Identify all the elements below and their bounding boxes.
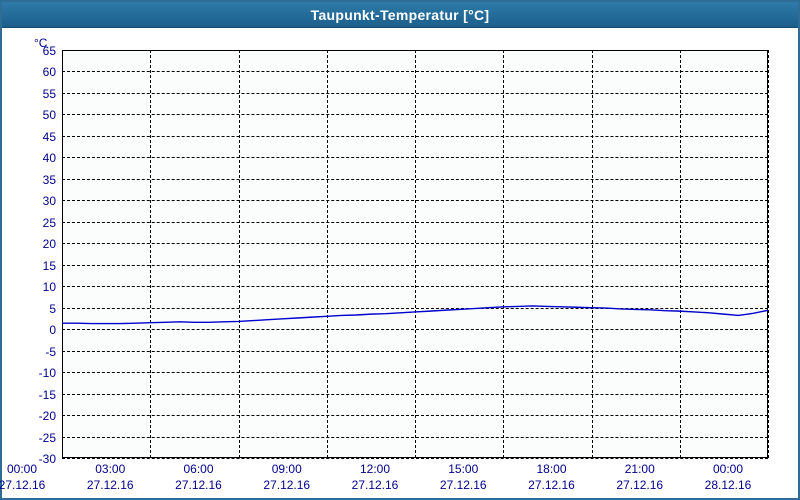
y-tick-label: 60	[43, 65, 56, 79]
y-tick-label: -10	[39, 366, 56, 380]
y-tick-label: 5	[49, 302, 56, 316]
y-tick-label: -5	[45, 345, 56, 359]
x-tick-group: 06:00 27.12.16	[159, 458, 239, 492]
x-tick-date: 27.12.16	[423, 478, 503, 492]
x-tick-group: 18:00 27.12.16	[512, 458, 592, 492]
x-tick-time: 15:00	[423, 462, 503, 476]
y-tick-label: 30	[43, 194, 56, 208]
x-tick-date: 27.12.16	[335, 478, 415, 492]
x-tick-date: 27.12.16	[512, 478, 592, 492]
x-tick-group: 00:00 27.12.16	[0, 458, 62, 492]
y-tick-label: 40	[43, 151, 56, 165]
x-tick-date: 27.12.16	[247, 478, 327, 492]
x-tick-date: 27.12.16	[600, 478, 680, 492]
x-tick-group: 09:00 27.12.16	[247, 458, 327, 492]
y-tick-label: 55	[43, 87, 56, 101]
y-tick-label: 65	[43, 44, 56, 58]
y-tick-label: 20	[43, 237, 56, 251]
y-tick-label: 0	[49, 323, 56, 337]
x-tick-date: 28.12.16	[688, 478, 768, 492]
y-tick-label: 50	[43, 108, 56, 122]
plot-wrap: °C 65 60 55 50 45 40 35	[62, 50, 768, 458]
y-tick-label: -15	[39, 388, 56, 402]
x-tick-group: 00:00 28.12.16	[688, 458, 768, 492]
x-tick-time: 03:00	[70, 462, 150, 476]
gridline-vertical	[768, 50, 769, 458]
x-tick-date: 27.12.16	[0, 478, 62, 492]
x-tick-group: 21:00 27.12.16	[600, 458, 680, 492]
x-tick-time: 09:00	[247, 462, 327, 476]
x-tick-time: 00:00	[688, 462, 768, 476]
dewpoint-line-chart[interactable]	[62, 50, 768, 458]
x-tick-date: 27.12.16	[159, 478, 239, 492]
x-tick-time: 18:00	[512, 462, 592, 476]
x-tick-time: 00:00	[0, 462, 62, 476]
y-tick-label: 10	[43, 280, 56, 294]
x-tick-group: 03:00 27.12.16	[70, 458, 150, 492]
x-tick-time: 12:00	[335, 462, 415, 476]
dewpoint-chart-widget: Taupunkt-Temperatur [°C] °C 65 60 55 50 …	[0, 0, 800, 500]
x-tick-date: 27.12.16	[70, 478, 150, 492]
y-tick-label: 25	[43, 216, 56, 230]
x-tick-group: 15:00 27.12.16	[423, 458, 503, 492]
y-tick-label: 35	[43, 173, 56, 187]
x-tick-time: 06:00	[159, 462, 239, 476]
chart-title-text: Taupunkt-Temperatur [°C]	[311, 7, 490, 23]
y-tick-label: -25	[39, 431, 56, 445]
y-tick-label: -20	[39, 409, 56, 423]
chart-area: °C 65 60 55 50 45 40 35	[2, 30, 798, 498]
chart-title-bar: Taupunkt-Temperatur [°C]	[2, 2, 798, 28]
y-tick-label: 45	[43, 130, 56, 144]
y-tick-label: 15	[43, 259, 56, 273]
x-tick-group: 12:00 27.12.16	[335, 458, 415, 492]
x-tick-time: 21:00	[600, 462, 680, 476]
